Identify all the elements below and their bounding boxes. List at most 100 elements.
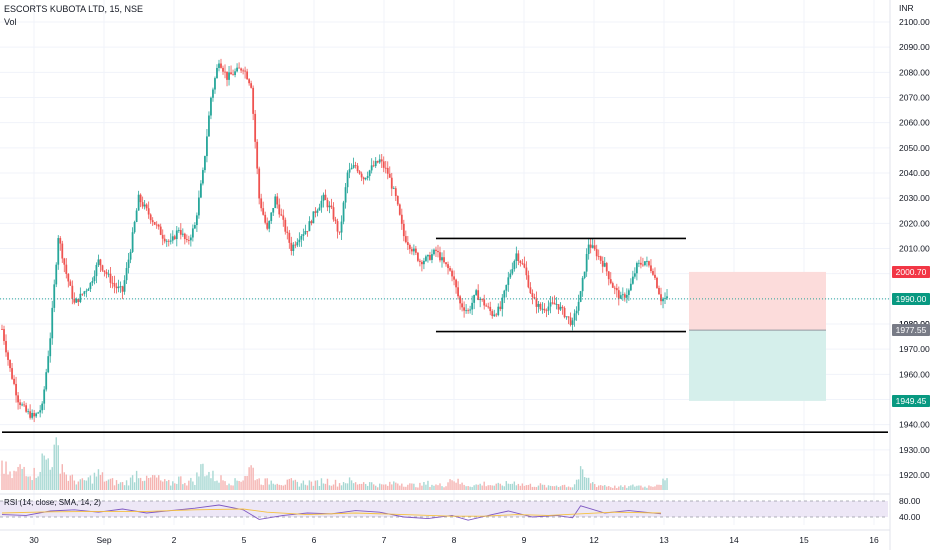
candle-body bbox=[487, 306, 490, 308]
candle-body bbox=[290, 242, 293, 251]
volume-bar bbox=[559, 486, 562, 490]
volume-bar bbox=[634, 486, 636, 490]
candle-body bbox=[366, 176, 369, 178]
candle-body bbox=[286, 231, 289, 233]
candle-body bbox=[161, 234, 164, 239]
volume-bar bbox=[666, 478, 668, 490]
volume-bar bbox=[654, 486, 656, 490]
volume-bar bbox=[541, 484, 544, 490]
candle-body bbox=[175, 230, 178, 240]
volume-bar bbox=[248, 467, 250, 490]
volume-bar bbox=[1, 460, 3, 490]
volume-bar bbox=[571, 487, 574, 490]
candle-body bbox=[5, 341, 7, 353]
candle-body bbox=[348, 169, 351, 173]
volume-bar bbox=[620, 485, 622, 490]
volume-bar bbox=[610, 487, 612, 490]
candle-body bbox=[3, 329, 5, 342]
candle-body bbox=[77, 298, 80, 302]
volume-bar bbox=[415, 487, 417, 490]
symbol-title[interactable]: ESCORTS KUBOTA LTD, 15, NSE bbox=[4, 4, 144, 14]
currency-label: INR bbox=[899, 3, 914, 13]
candle-body bbox=[501, 297, 504, 310]
volume-bar bbox=[184, 482, 186, 490]
candle-body bbox=[489, 306, 492, 312]
candle-body bbox=[61, 243, 64, 259]
candle-body bbox=[73, 298, 76, 303]
candle-body bbox=[81, 293, 84, 295]
candle-body bbox=[87, 288, 90, 291]
candle-body bbox=[595, 249, 598, 257]
candle-body bbox=[89, 282, 92, 289]
volume-bar bbox=[389, 481, 391, 490]
volume-bar bbox=[336, 486, 339, 490]
candle-body bbox=[19, 402, 21, 405]
volume-bar bbox=[638, 485, 640, 490]
volume-bar bbox=[405, 486, 407, 490]
candle-body bbox=[342, 202, 345, 222]
volume-bar bbox=[174, 483, 176, 490]
candle-body bbox=[21, 404, 23, 406]
candle-body bbox=[441, 257, 443, 261]
candle-body bbox=[254, 113, 257, 142]
volume-bar bbox=[188, 480, 190, 490]
volume-bar bbox=[519, 485, 522, 490]
volume-bar bbox=[461, 482, 463, 490]
candle-body bbox=[109, 273, 112, 283]
candle-body bbox=[621, 294, 624, 296]
volume-bar bbox=[445, 486, 447, 490]
volume-bar bbox=[296, 481, 299, 490]
volume-bar bbox=[312, 485, 315, 490]
volume-bar bbox=[463, 484, 465, 490]
volume-bar bbox=[527, 484, 530, 490]
candle-body bbox=[579, 291, 582, 302]
candle-body bbox=[593, 245, 596, 250]
candle-body bbox=[642, 264, 644, 266]
volume-bar bbox=[43, 455, 45, 490]
volume-bar bbox=[65, 474, 67, 490]
candle-body bbox=[278, 204, 281, 215]
candle-body bbox=[236, 67, 238, 72]
volume-bar bbox=[172, 481, 174, 490]
volume-bar bbox=[9, 471, 11, 490]
volume-bar bbox=[383, 484, 385, 490]
candle-body bbox=[479, 299, 482, 300]
price-tick-label: 1960.00 bbox=[899, 369, 930, 379]
volume-bar bbox=[612, 487, 614, 490]
volume-bar bbox=[198, 476, 200, 490]
volume-bar bbox=[473, 485, 475, 490]
volume-bar bbox=[614, 485, 616, 490]
volume-bar bbox=[278, 484, 280, 490]
candle-body bbox=[507, 277, 510, 285]
volume-bar bbox=[244, 476, 246, 490]
volume-bar bbox=[101, 472, 104, 490]
volume-bar bbox=[642, 487, 644, 490]
candle-body bbox=[238, 67, 240, 69]
volume-bar bbox=[27, 476, 29, 490]
rsi-indicator-label[interactable]: RSI (14, close, SMA, 14, 2) bbox=[4, 498, 101, 507]
volume-bar bbox=[35, 477, 37, 490]
candle-body bbox=[517, 253, 520, 262]
candle-body bbox=[469, 309, 472, 311]
candle-body bbox=[648, 261, 650, 266]
candle-body bbox=[1, 329, 3, 330]
volume-bar bbox=[632, 484, 634, 490]
candle-body bbox=[414, 248, 417, 253]
volume-bar bbox=[417, 487, 419, 490]
volume-bar bbox=[149, 477, 152, 490]
volume-bar bbox=[381, 484, 383, 490]
candle-body bbox=[635, 263, 638, 274]
candle-body bbox=[633, 273, 636, 277]
candle-body bbox=[443, 257, 445, 263]
volume-bar bbox=[575, 479, 578, 490]
volume-bar bbox=[71, 474, 74, 490]
volume-bar bbox=[242, 480, 244, 490]
volume-bar bbox=[95, 476, 98, 490]
volume-bar bbox=[523, 485, 526, 490]
volume-bar bbox=[53, 444, 55, 490]
price-tick-label: 2010.00 bbox=[899, 244, 930, 254]
volume-bar bbox=[208, 471, 210, 490]
candle-body bbox=[455, 279, 457, 288]
